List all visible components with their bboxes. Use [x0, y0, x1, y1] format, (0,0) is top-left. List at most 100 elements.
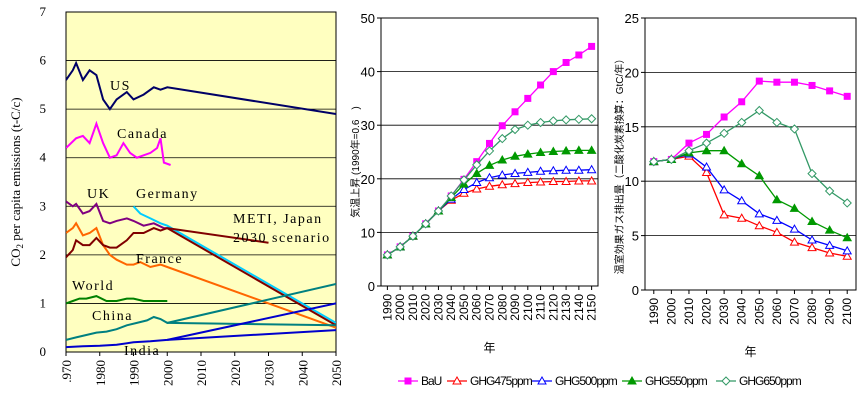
x-tick-label: 2090: [508, 294, 522, 321]
x-tick-label: 2150: [585, 294, 599, 321]
country-label-uk: UK: [87, 187, 110, 202]
series-line-world: [66, 295, 168, 305]
data-point-ghg550ppm: [789, 203, 800, 212]
data-point-ghg650ppm: [420, 219, 431, 229]
data-point-ghg550ppm: [701, 145, 712, 155]
x-tick-label: 2010: [406, 294, 420, 321]
data-point-ghg500ppm: [535, 166, 546, 175]
data-point-ghg500ppm: [497, 170, 508, 179]
x-tick-label: 1990: [380, 294, 394, 321]
series-line-india-alt: [167, 329, 336, 341]
y-tick-label: 6: [40, 53, 47, 68]
data-point-bau: [685, 139, 693, 147]
data-point-bau: [511, 108, 519, 116]
y-tick-label: 5: [632, 229, 639, 244]
data-point-ghg475ppm: [561, 176, 571, 185]
legend: BaU GHG475ppm GHG500ppm GHG550ppm GHG650ppm: [398, 374, 803, 388]
data-point-ghg550ppm: [471, 168, 482, 177]
y-axis-label: CO2 per capita emissions (t-C/c): [8, 97, 25, 266]
data-point-bau: [790, 78, 798, 86]
data-point-ghg650ppm: [382, 250, 393, 260]
data-point-bau: [524, 94, 532, 102]
data-point-ghg650ppm: [484, 146, 495, 156]
series-line-japan: [66, 227, 269, 258]
x-tick-label: 2010: [194, 360, 209, 386]
x-tick-label: 2090: [823, 298, 837, 325]
temperature-rise-chart: 0102030405019902000201020202030204020502…: [349, 11, 599, 355]
data-point-ghg500ppm: [807, 234, 817, 244]
data-point-ghg475ppm: [510, 178, 520, 188]
country-label-us: US: [110, 79, 131, 94]
series-line-uk: [66, 200, 168, 230]
x-tick-label: 2000: [664, 298, 678, 325]
x-tick-label: 2060: [770, 298, 784, 325]
x-tick-label: .970: [59, 360, 74, 383]
data-point-ghg650ppm: [561, 115, 571, 125]
data-point-ghg475ppm: [789, 237, 800, 246]
data-point-ghg650ppm: [497, 133, 507, 144]
series-line-canada: [66, 120, 171, 166]
x-tick-label: 2050: [329, 360, 344, 386]
data-point-ghg550ppm: [754, 170, 765, 180]
y-tick-label: 10: [625, 174, 639, 189]
y-tick-label: 15: [625, 120, 639, 135]
series-line-us: [66, 60, 336, 115]
data-point-ghg475ppm: [736, 213, 747, 222]
y-tick-label: 10: [361, 225, 375, 240]
data-point-ghg475ppm: [573, 175, 584, 185]
data-point-ghg650ppm: [842, 198, 852, 208]
data-point-ghg650ppm: [472, 160, 482, 170]
data-point-bau: [755, 77, 763, 85]
series-line-india: [66, 302, 336, 349]
data-point-ghg475ppm: [824, 248, 835, 257]
data-point-ghg550ppm: [736, 158, 747, 168]
legend-label-ghg550ppm: GHG550ppm: [645, 374, 708, 388]
y-tick-label: 0: [368, 279, 375, 294]
country-label-canada: Canada: [117, 127, 168, 142]
x-tick-label: 2040: [735, 298, 749, 325]
data-point-ghg500ppm: [586, 164, 597, 174]
y-tick-label: 0: [632, 283, 639, 298]
data-point-bau: [588, 42, 596, 50]
x-tick-label: 2050: [752, 298, 766, 325]
data-point-ghg500ppm: [719, 184, 729, 194]
series-line-germany: [132, 205, 336, 324]
x-tick-label: 2040: [444, 294, 458, 321]
data-point-ghg475ppm: [535, 177, 546, 186]
data-point-ghg500ppm: [754, 208, 765, 218]
y-tick-label: 30: [361, 118, 375, 133]
data-point-ghg475ppm: [484, 181, 495, 190]
x-tick-label: 2080: [805, 298, 819, 325]
x-tick-label: 2030: [431, 294, 445, 321]
x-tick-label: 1980: [93, 360, 108, 386]
data-point-ghg650ppm: [446, 191, 456, 201]
data-point-ghg500ppm: [510, 168, 520, 177]
data-point-bau: [486, 139, 493, 147]
x-tick-label: 2140: [572, 294, 586, 321]
series-line-china: [66, 283, 336, 341]
data-point-ghg650ppm: [666, 154, 677, 165]
data-point-ghg500ppm: [701, 162, 712, 171]
data-point-ghg475ppm: [701, 167, 712, 176]
data-point-ghg550ppm: [842, 232, 853, 242]
data-point-ghg475ppm: [842, 251, 853, 260]
x-tick-label: 2020: [700, 298, 714, 325]
x-axis-label: 年: [744, 345, 756, 359]
data-point-ghg550ppm: [535, 147, 546, 157]
data-point-ghg500ppm: [548, 165, 559, 175]
country-label-india: India: [124, 344, 160, 359]
data-point-ghg500ppm: [772, 215, 782, 224]
data-point-bau: [826, 87, 834, 95]
y-tick-label: 3: [40, 198, 47, 213]
data-point-ghg650ppm: [824, 186, 835, 196]
data-point-bau: [738, 98, 746, 106]
x-tick-label: 2120: [546, 294, 560, 321]
legend-label-bau: BaU: [421, 374, 442, 388]
ghg-emissions-chart: 0 5 10 15 20 25 1990 2000 2010 2020 2030 2040 2050 20…: [613, 11, 857, 359]
country-label-china: China: [92, 309, 133, 324]
data-point-ghg550ppm: [719, 145, 729, 155]
y-axis-label: 温室効果ガス排出量（二酸化炭素換算：GtC/年）: [613, 54, 626, 275]
plot-area: [644, 17, 857, 291]
data-point-ghg650ppm: [510, 124, 520, 135]
